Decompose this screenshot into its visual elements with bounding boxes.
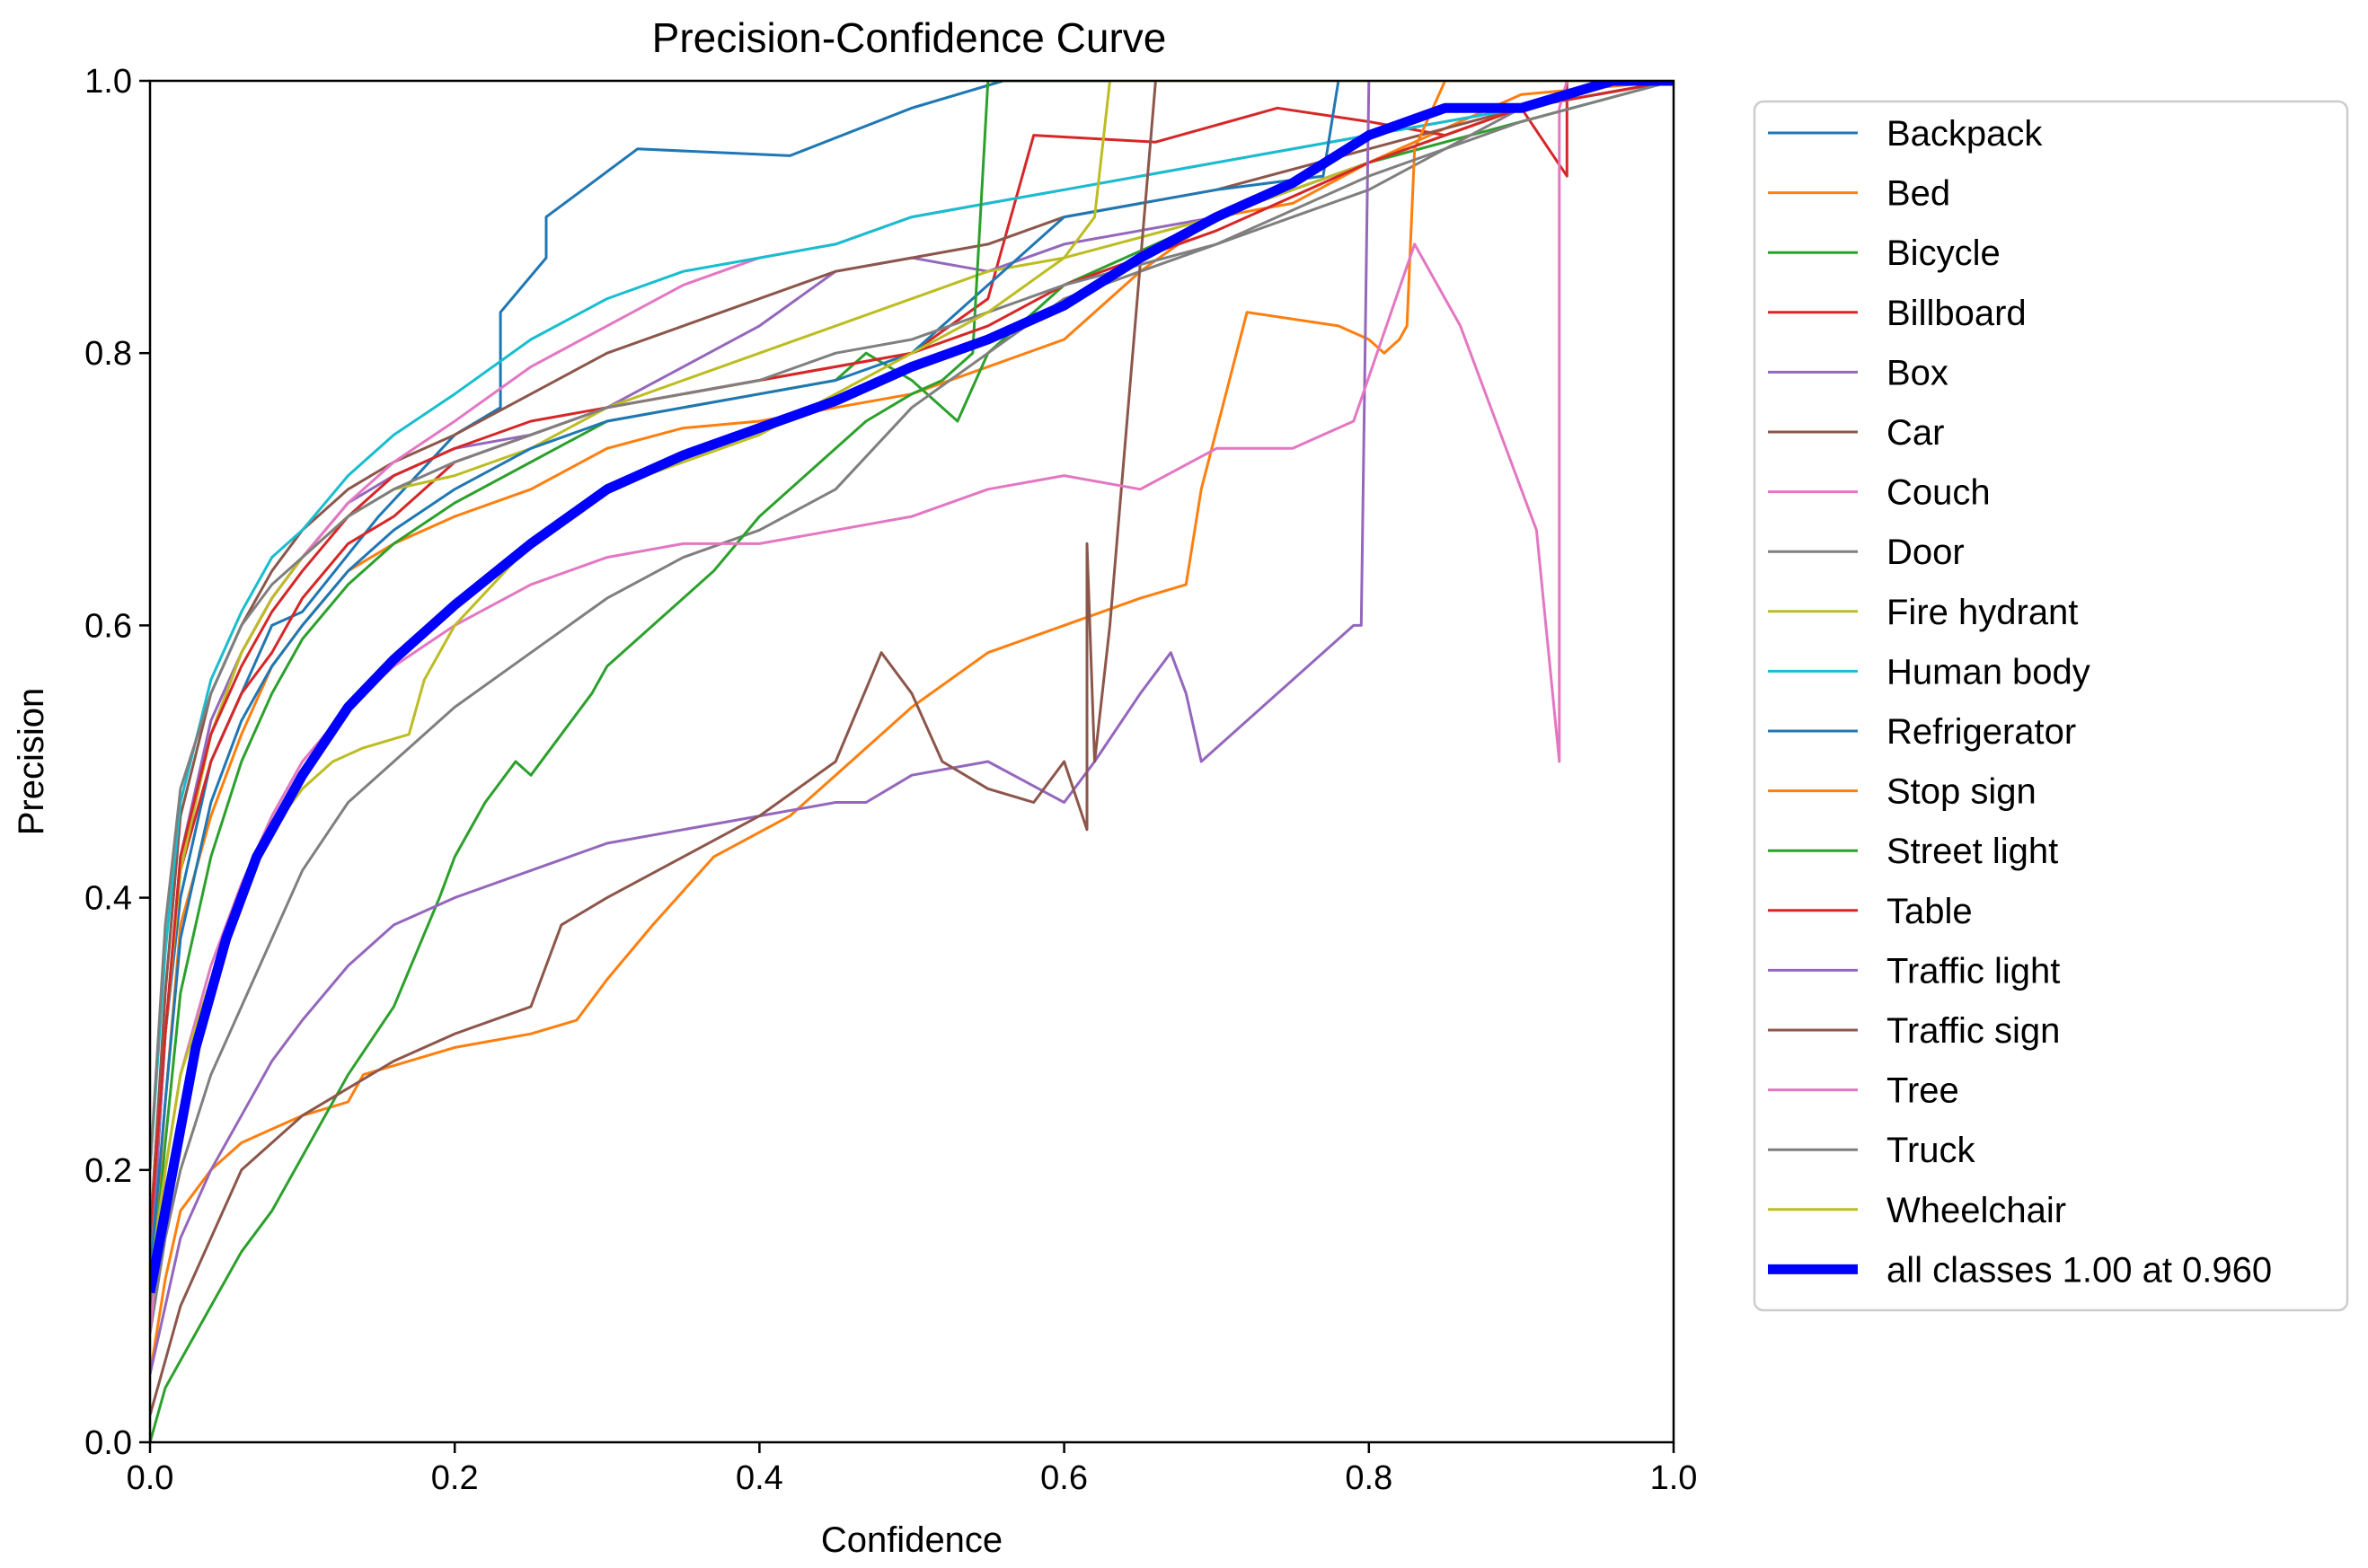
series-line-15 xyxy=(150,81,1674,1416)
x-axis: 0.0 0.2 0.4 0.6 0.8 1.0 xyxy=(127,1442,1698,1497)
y-tick-label-0: 0.0 xyxy=(84,1424,132,1462)
y-tick-label-2: 0.4 xyxy=(84,880,132,918)
x-tick-label-5: 1.0 xyxy=(1650,1459,1698,1497)
x-tick-label-0: 0.0 xyxy=(127,1459,174,1497)
legend-label-1: Bed xyxy=(1886,174,1950,214)
series-line-11 xyxy=(150,81,1674,1375)
y-tick-label-5: 1.0 xyxy=(84,63,132,101)
legend-label-5: Car xyxy=(1886,413,1944,453)
legend-label-18: Wheelchair xyxy=(1886,1191,2066,1230)
series-line-7 xyxy=(150,81,1674,1334)
legend-label-12: Street light xyxy=(1886,832,2058,871)
plot-frame xyxy=(148,79,1675,1444)
legend-label-7: Door xyxy=(1886,533,1965,572)
series-line-10 xyxy=(150,81,1674,1280)
legend-label-16: Tree xyxy=(1886,1071,1959,1111)
series-line-9 xyxy=(150,81,1674,1170)
legend-label-17: Truck xyxy=(1886,1131,1976,1170)
legend-label-2: Bicycle xyxy=(1886,233,2001,273)
series-line-19 xyxy=(150,81,1674,1294)
legend-label-0: Backpack xyxy=(1886,114,2043,154)
y-axis: 0.0 0.2 0.4 0.6 0.8 1.0 xyxy=(84,63,150,1462)
y-axis-label: Precision xyxy=(12,688,51,836)
legend-label-10: Refrigerator xyxy=(1886,712,2076,752)
legend-label-19: all classes 1.00 at 0.960 xyxy=(1886,1250,2272,1290)
legend-frame xyxy=(1753,100,2349,1312)
x-tick-label-3: 0.6 xyxy=(1040,1459,1088,1497)
legend-label-3: Billboard xyxy=(1886,294,2027,333)
legend-label-15: Traffic sign xyxy=(1886,1011,2060,1051)
legend-label-14: Traffic light xyxy=(1886,951,2060,991)
legend-label-13: Table xyxy=(1886,892,1973,931)
legend-label-4: Box xyxy=(1886,353,1948,392)
x-tick-label-4: 0.8 xyxy=(1345,1459,1392,1497)
legend-label-8: Fire hydrant xyxy=(1886,593,2078,632)
y-tick-label-3: 0.6 xyxy=(84,607,132,645)
legend-label-9: Human body xyxy=(1886,652,2090,692)
series-line-12 xyxy=(150,81,1674,1442)
series-line-17 xyxy=(150,81,1674,1170)
x-axis-label: Confidence xyxy=(821,1520,1003,1560)
y-tick-label-4: 0.8 xyxy=(84,335,132,373)
series-layer xyxy=(150,81,1674,1442)
chart-title: Precision-Confidence Curve xyxy=(652,14,1167,61)
y-tick-label-1: 0.2 xyxy=(84,1152,132,1190)
series-line-1 xyxy=(150,81,1674,1307)
series-line-14 xyxy=(150,81,1674,1375)
legend-label-6: Couch xyxy=(1886,473,1991,513)
x-tick-label-1: 0.2 xyxy=(431,1459,479,1497)
series-line-8 xyxy=(150,81,1674,1238)
legend: Backpack Bed Bicycle Billboard Box Car Couch Do… xyxy=(1753,100,2349,1312)
x-tick-label-2: 0.4 xyxy=(736,1459,783,1497)
legend-label-11: Stop sign xyxy=(1886,772,2037,812)
